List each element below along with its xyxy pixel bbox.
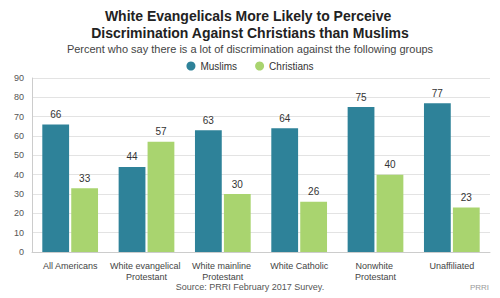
svg-text:Unaffiliated: Unaffiliated [429, 261, 474, 271]
svg-text:10: 10 [14, 228, 24, 238]
svg-text:75: 75 [355, 92, 367, 103]
svg-text:64: 64 [279, 113, 291, 124]
svg-text:23: 23 [461, 192, 473, 203]
svg-text:Protestant: Protestant [202, 272, 244, 282]
svg-text:Protestant: Protestant [355, 272, 397, 282]
svg-text:33: 33 [79, 173, 91, 184]
svg-text:50: 50 [14, 150, 24, 160]
svg-text:30: 30 [14, 189, 24, 199]
svg-text:Discrimination Against Christi: Discrimination Against Christians than M… [91, 25, 409, 41]
svg-text:70: 70 [14, 112, 24, 122]
svg-text:20: 20 [14, 208, 24, 218]
svg-text:90: 90 [14, 73, 24, 83]
svg-text:77: 77 [432, 88, 444, 99]
svg-text:White Catholic: White Catholic [270, 261, 329, 271]
svg-text:PRRI: PRRI [470, 283, 489, 292]
svg-text:White mainline: White mainline [192, 261, 254, 271]
svg-text:44: 44 [126, 151, 138, 162]
svg-text:Source: PRRI February 2017 Sur: Source: PRRI February 2017 Survey. [176, 282, 324, 292]
svg-text:40: 40 [384, 159, 396, 170]
svg-text:Muslims: Muslims [200, 61, 237, 72]
svg-text:26: 26 [308, 186, 320, 197]
svg-text:Percent who say there is a lot: Percent who say there is a lot of discri… [67, 43, 434, 55]
svg-text:60: 60 [14, 131, 24, 141]
svg-text:63: 63 [203, 115, 215, 126]
svg-text:40: 40 [14, 170, 24, 180]
svg-text:57: 57 [155, 126, 167, 137]
svg-text:30: 30 [232, 179, 244, 190]
svg-text:All Americans: All Americans [43, 261, 98, 271]
svg-text:White evangelical: White evangelical [110, 261, 183, 271]
svg-text:80: 80 [14, 92, 24, 102]
svg-text:White Evangelicals More Likely: White Evangelicals More Likely to Percei… [105, 8, 395, 24]
svg-text:Protestant: Protestant [126, 272, 168, 282]
svg-text:Nonwhite: Nonwhite [355, 261, 395, 271]
svg-text:66: 66 [50, 109, 62, 120]
svg-text:Christians: Christians [269, 61, 313, 72]
svg-text:0: 0 [19, 247, 24, 257]
